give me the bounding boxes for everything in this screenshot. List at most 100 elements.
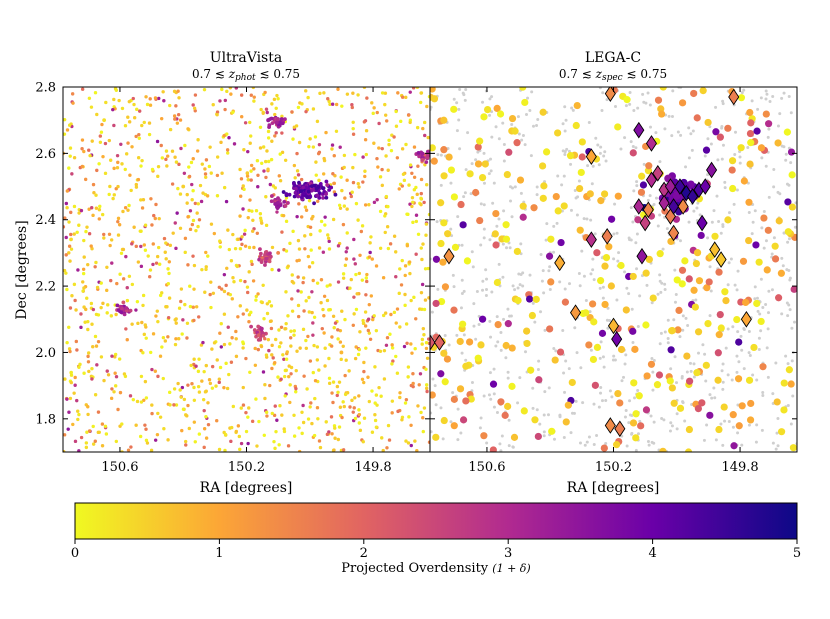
- galaxy-point: [306, 417, 311, 421]
- background-point: [629, 140, 633, 144]
- galaxy-point: [303, 205, 308, 209]
- galaxy-point: [282, 248, 286, 252]
- galaxy-point: [142, 243, 147, 247]
- background-point: [708, 314, 712, 318]
- galaxy-point: [89, 105, 94, 109]
- galaxy-point: [294, 368, 298, 373]
- galaxy-point: [387, 438, 392, 442]
- galaxy-point: [242, 187, 246, 192]
- background-point: [510, 122, 514, 126]
- background-point: [531, 124, 535, 128]
- galaxy-point: [572, 121, 580, 130]
- galaxy-point: [179, 146, 183, 151]
- galaxy-point: [510, 433, 519, 441]
- background-point: [488, 97, 492, 101]
- galaxy-point: [353, 356, 358, 361]
- cluster-point: [312, 201, 316, 206]
- galaxy-point: [217, 447, 222, 452]
- cluster-point: [122, 312, 127, 317]
- galaxy-point: [98, 134, 103, 138]
- galaxy-point: [107, 138, 112, 143]
- galaxy-point: [91, 182, 96, 187]
- background-point: [721, 143, 725, 147]
- galaxy-point: [358, 428, 363, 433]
- galaxy-point: [174, 337, 178, 341]
- galaxy-point: [135, 107, 139, 112]
- background-point: [530, 90, 534, 94]
- galaxy-point: [361, 180, 365, 184]
- background-point: [569, 162, 573, 166]
- galaxy-point: [125, 338, 129, 342]
- galaxy-point: [417, 383, 421, 387]
- diamond-point: [652, 164, 664, 182]
- cluster-point: [264, 256, 269, 261]
- galaxy-point: [77, 365, 81, 369]
- galaxy-point: [493, 104, 501, 113]
- galaxy-point: [196, 224, 200, 229]
- galaxy-point: [465, 338, 474, 346]
- galaxy-point: [357, 408, 361, 412]
- galaxy-point: [337, 203, 342, 207]
- galaxy-point: [246, 415, 250, 419]
- galaxy-point: [224, 361, 228, 366]
- background-point: [441, 437, 445, 441]
- galaxy-point: [224, 199, 229, 204]
- background-point: [457, 107, 461, 111]
- galaxy-point: [275, 210, 279, 214]
- galaxy-point: [368, 241, 372, 245]
- background-point: [569, 208, 573, 212]
- galaxy-point: [323, 223, 327, 227]
- galaxy-point: [75, 348, 79, 352]
- background-point: [573, 326, 577, 330]
- cluster-point: [325, 183, 330, 187]
- galaxy-point: [367, 399, 372, 404]
- galaxy-point: [373, 418, 378, 423]
- galaxy-point: [348, 286, 352, 290]
- background-point: [542, 413, 546, 417]
- galaxy-point: [93, 265, 97, 269]
- galaxy-point: [511, 127, 519, 135]
- cluster-point: [275, 117, 280, 122]
- galaxy-point: [439, 258, 447, 266]
- galaxy-point: [309, 401, 313, 405]
- galaxy-point: [163, 250, 167, 254]
- galaxy-point: [89, 244, 93, 248]
- galaxy-point: [746, 416, 755, 424]
- galaxy-point: [167, 390, 172, 395]
- background-point: [571, 108, 575, 112]
- background-point: [457, 118, 461, 122]
- galaxy-point: [230, 336, 234, 340]
- galaxy-point: [400, 184, 404, 188]
- background-point: [787, 237, 791, 241]
- background-point: [742, 327, 746, 331]
- galaxy-point: [280, 114, 284, 119]
- background-point: [520, 138, 524, 142]
- galaxy-point: [187, 174, 192, 179]
- galaxy-point: [199, 199, 204, 204]
- galaxy-point: [154, 202, 158, 207]
- galaxy-point: [222, 272, 227, 277]
- background-point: [605, 318, 609, 322]
- galaxy-point: [527, 366, 535, 374]
- galaxy-point: [294, 386, 298, 391]
- galaxy-point: [210, 386, 215, 390]
- background-point: [489, 335, 493, 339]
- background-point: [589, 272, 593, 276]
- background-point: [721, 102, 725, 106]
- galaxy-point: [166, 438, 170, 442]
- galaxy-point: [73, 375, 77, 380]
- galaxy-point: [107, 192, 111, 197]
- galaxy-point: [274, 106, 278, 110]
- colorbar-tick-label: 1: [215, 546, 223, 561]
- diamond-point: [443, 247, 455, 265]
- galaxy-point: [140, 206, 145, 210]
- galaxy-point: [353, 152, 357, 157]
- galaxy-point: [642, 269, 650, 277]
- galaxy-point: [789, 444, 797, 452]
- galaxy-point: [382, 377, 387, 381]
- galaxy-point: [387, 142, 391, 147]
- galaxy-point: [715, 425, 723, 434]
- galaxy-point: [378, 175, 383, 179]
- galaxy-point: [218, 365, 223, 370]
- galaxy-point: [338, 328, 343, 333]
